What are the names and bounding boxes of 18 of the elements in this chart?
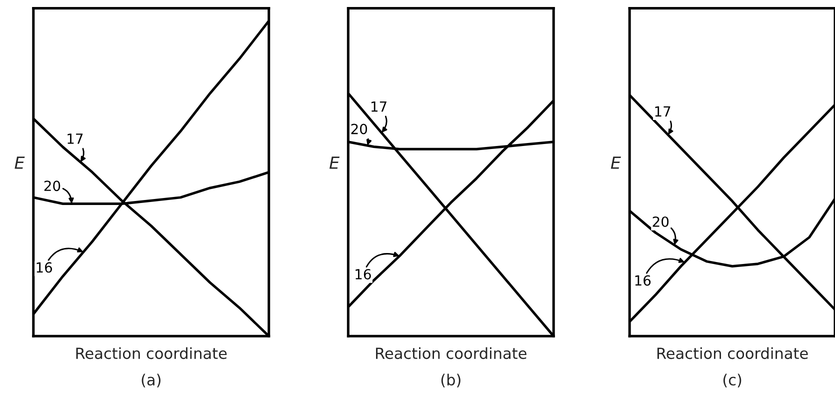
x-axis-title: Reaction coordinate — [657, 347, 808, 360]
y-axis-title: E — [610, 156, 621, 169]
legend-label: 20 — [44, 180, 60, 192]
x-axis-title: Reaction coordinate — [76, 347, 227, 360]
text: (c) — [723, 374, 742, 388]
y-axis-title: E — [14, 156, 25, 169]
legend-label: 20 — [351, 124, 368, 134]
series-label: 17 — [68, 134, 83, 144]
x-axis-title: Reaction coordinate — [376, 347, 526, 360]
series-label: 16 — [356, 268, 371, 280]
series-label: 17 — [655, 106, 670, 116]
text: (b) — [441, 374, 460, 388]
series-label: 16 — [635, 275, 651, 286]
text: (a) — [142, 374, 160, 388]
series-label: 17 — [371, 101, 386, 112]
y-axis-title: E — [329, 156, 340, 169]
series-label: 20 — [652, 216, 669, 227]
series-label: 16 — [36, 262, 52, 273]
